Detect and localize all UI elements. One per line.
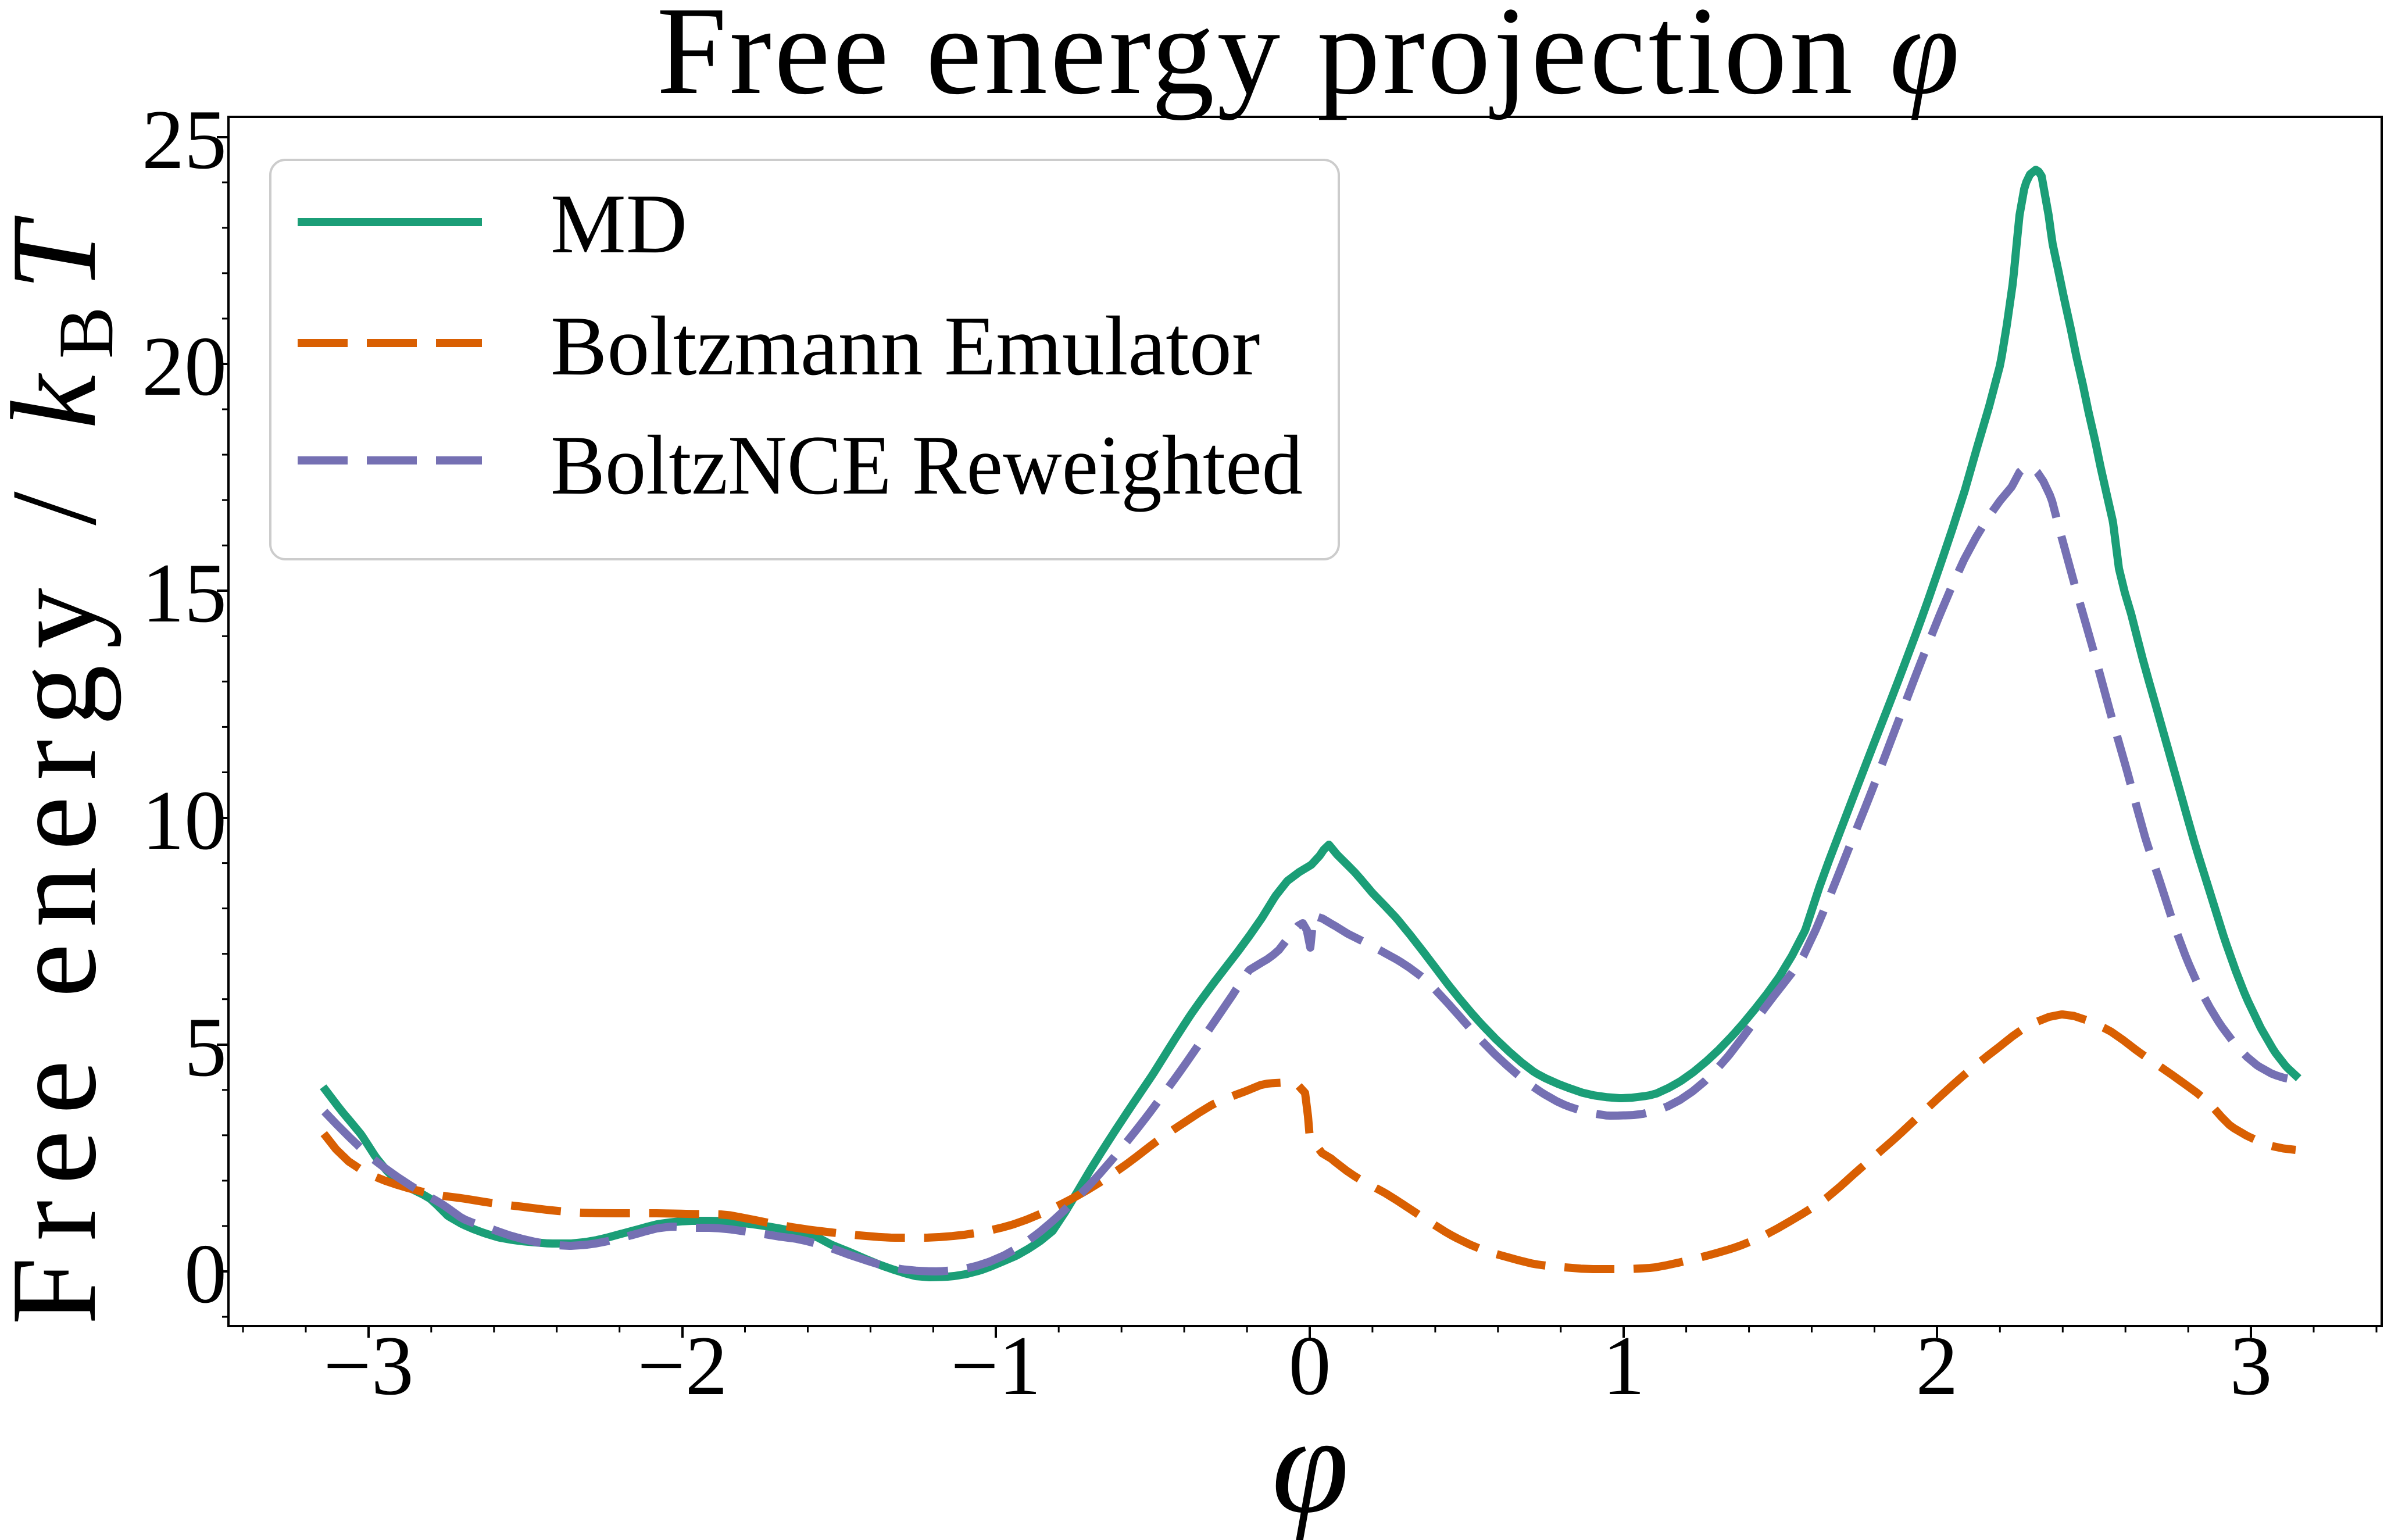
svg-text:25: 25 xyxy=(142,92,227,187)
svg-text:2: 2 xyxy=(1916,1319,1958,1413)
svg-text:1: 1 xyxy=(1603,1319,1645,1413)
svg-text:3: 3 xyxy=(2230,1319,2272,1413)
svg-text:BoltzNCE Reweighted: BoltzNCE Reweighted xyxy=(551,418,1303,512)
svg-text:Free energy projection φ: Free energy projection φ xyxy=(657,0,1960,120)
svg-text:φ: φ xyxy=(1272,1387,1349,1540)
svg-text:MD: MD xyxy=(551,177,687,271)
svg-text:−3: −3 xyxy=(323,1319,413,1413)
svg-text:10: 10 xyxy=(142,773,227,867)
svg-text:Boltzmann Emulator: Boltzmann Emulator xyxy=(551,299,1260,393)
svg-text:−2: −2 xyxy=(637,1319,727,1413)
svg-text:0: 0 xyxy=(1289,1319,1331,1413)
svg-text:Free energy / kBT: Free energy / kBT xyxy=(0,215,130,1325)
svg-text:5: 5 xyxy=(184,1000,227,1094)
svg-text:0: 0 xyxy=(184,1227,227,1321)
svg-text:15: 15 xyxy=(142,546,227,640)
svg-text:20: 20 xyxy=(142,319,227,413)
svg-text:−1: −1 xyxy=(950,1319,1041,1413)
